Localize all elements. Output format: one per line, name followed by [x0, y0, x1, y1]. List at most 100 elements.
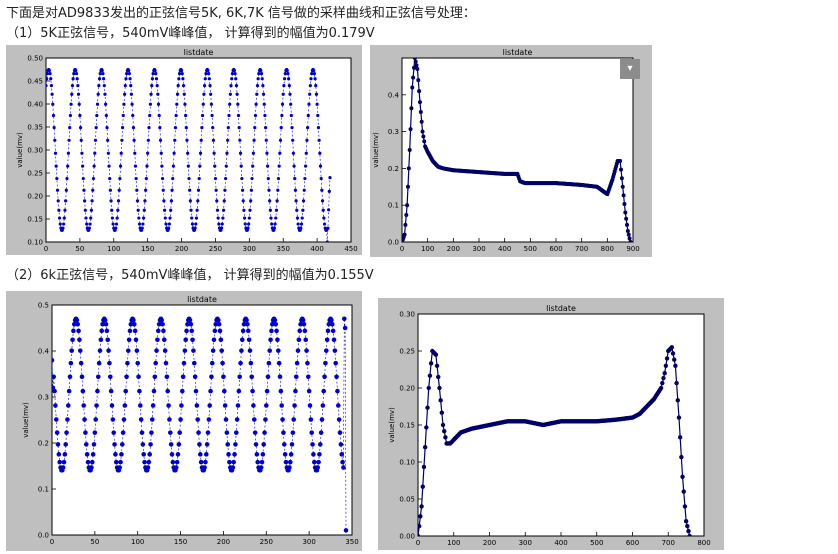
y-axis-label: value(mv): [16, 132, 24, 168]
data-point: [157, 113, 161, 118]
x-tick-label: 400: [498, 245, 511, 253]
data-point: [252, 138, 256, 142]
data-point: [679, 454, 684, 460]
data-point: [191, 348, 196, 353]
data-point: [249, 199, 253, 203]
data-point: [235, 403, 241, 408]
data-point: [187, 176, 191, 181]
data-point: [53, 138, 57, 142]
data-point: [300, 216, 304, 220]
y-tick-label: 0.30: [27, 147, 43, 155]
data-point: [141, 222, 145, 226]
data-point: [63, 442, 69, 447]
x-tick-label: 0: [50, 538, 54, 546]
y-tick-label: 0.2: [38, 440, 49, 448]
data-point: [154, 348, 159, 353]
data-point: [321, 208, 325, 212]
data-point: [275, 337, 280, 343]
data-point: [151, 388, 157, 394]
data-point: [140, 226, 144, 230]
data-point: [278, 388, 284, 394]
data-point: [296, 337, 302, 343]
data-point: [90, 199, 94, 203]
data-point: [55, 176, 59, 181]
data-point: [662, 371, 667, 376]
data-point: [91, 176, 96, 181]
data-point: [222, 403, 228, 408]
data-point: [102, 77, 106, 81]
data-point: [403, 222, 408, 227]
chart-title: listdate: [503, 48, 533, 57]
data-point: [148, 442, 153, 447]
data-point: [213, 321, 219, 327]
data-point: [295, 208, 299, 212]
data-point: [226, 126, 230, 130]
data-point: [70, 337, 75, 343]
data-point: [75, 77, 79, 81]
data-point: [247, 216, 251, 220]
data-point: [320, 188, 324, 192]
data-point: [224, 430, 230, 435]
data-point: [123, 388, 129, 394]
data-point: [81, 403, 87, 408]
data-point: [74, 68, 78, 73]
data-point: [187, 317, 193, 323]
data-point: [97, 77, 102, 81]
data-point: [168, 216, 172, 220]
data-point: [188, 188, 192, 192]
data-point: [263, 403, 269, 408]
data-point: [70, 92, 74, 96]
data-point: [242, 208, 246, 212]
data-point: [57, 459, 63, 465]
data-point: [167, 417, 172, 422]
data-point: [120, 138, 124, 142]
data-point: [427, 373, 433, 378]
data-point: [82, 417, 87, 422]
data-point: [76, 84, 80, 88]
x-tick-label: 700: [575, 245, 588, 253]
data-point: [682, 504, 688, 509]
data-point: [274, 328, 279, 334]
data-point: [264, 126, 268, 130]
data-point: [143, 199, 147, 203]
x-tick-label: 400: [554, 539, 567, 547]
data-point: [283, 72, 287, 76]
data-point: [274, 216, 278, 220]
data-point: [440, 422, 446, 428]
data-point: [263, 417, 268, 422]
data-point: [625, 222, 630, 227]
data-point: [121, 417, 127, 422]
data-point: [85, 459, 91, 465]
data-point: [625, 228, 630, 233]
data-point: [231, 459, 237, 465]
data-point: [83, 208, 87, 212]
data-point: [127, 328, 133, 334]
data-point: [173, 138, 177, 142]
data-point: [424, 425, 429, 430]
data-point: [234, 417, 240, 422]
data-point: [223, 188, 227, 192]
chart-svg-0: listdate value(mv) 0 50 100 150 200 250 300 350 40…: [16, 48, 358, 253]
y-tick-label: 0.10: [399, 459, 415, 467]
data-point: [160, 164, 164, 168]
data-point: [260, 452, 266, 457]
data-point: [216, 216, 220, 220]
data-point: [221, 208, 226, 212]
data-point: [628, 240, 633, 242]
data-point: [282, 77, 287, 81]
data-point: [141, 452, 147, 457]
data-point: [341, 465, 346, 470]
data-point: [672, 357, 677, 362]
y-tick-label: 0.40: [27, 101, 43, 109]
y-axis-label: value(mv): [22, 402, 30, 438]
data-point: [98, 72, 102, 76]
data-point: [228, 92, 232, 96]
data-point: [223, 417, 229, 422]
dropdown-icon[interactable]: ▾: [620, 59, 640, 79]
data-point: [171, 176, 175, 181]
y-tick-label: 0.0: [38, 532, 49, 540]
data-point: [322, 374, 327, 380]
data-point: [248, 360, 254, 366]
x-tick-label: 450: [344, 245, 357, 253]
data-point: [660, 380, 665, 386]
